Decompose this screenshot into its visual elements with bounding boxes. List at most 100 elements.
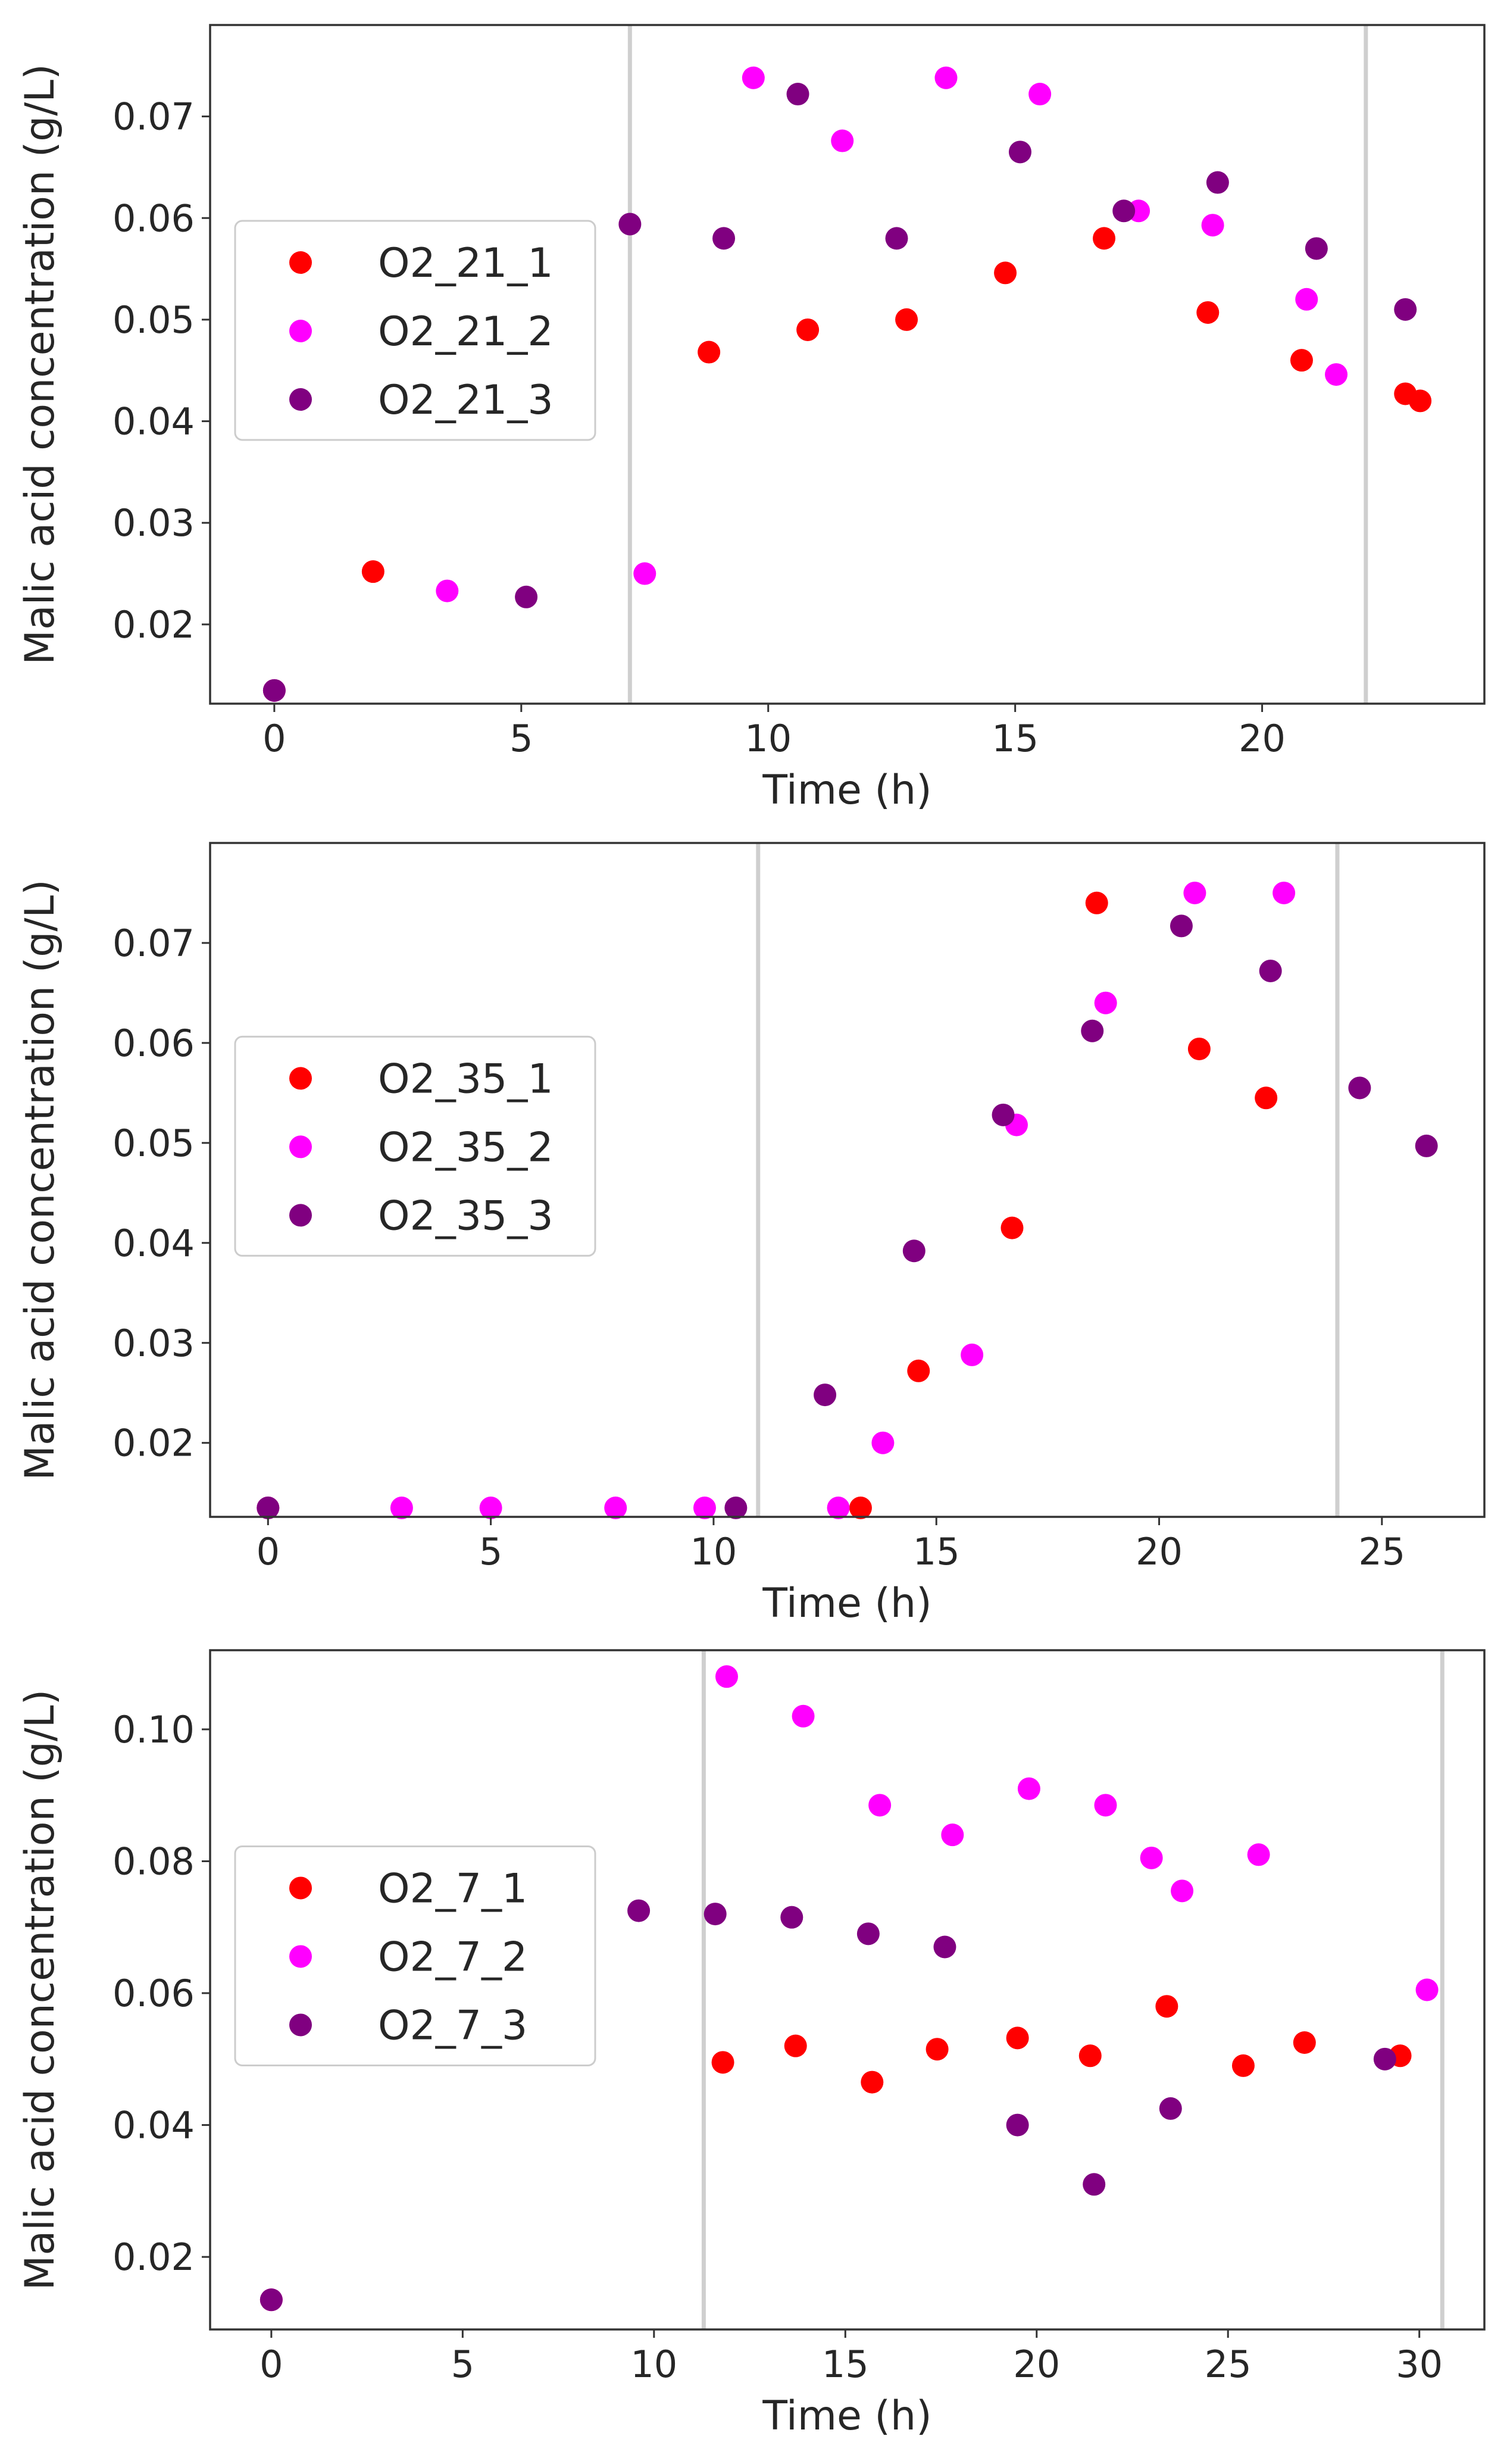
data-point-O2_21_1-8 [1196,301,1220,324]
data-point-O2_35_3-10 [1415,1134,1438,1157]
data-point-O2_21_1-2 [361,560,384,583]
y-tick-label: 0.03 [112,501,195,545]
data-point-O2_35_1-2 [849,1496,872,1519]
legend-label: O2_21_2 [378,308,554,355]
y-tick-label: 0.06 [112,196,195,240]
data-point-O2_21_3-3 [618,213,642,236]
data-point-O2_7_1-7 [1078,2044,1102,2068]
y-tick-label: 0.02 [112,2235,195,2279]
data-point-O2_21_3-6 [885,227,908,250]
data-point-O2_35_3-2 [724,1496,748,1519]
data-point-O2_7_2-5 [941,1823,964,1847]
series-O2_21_1 [262,227,1432,702]
legend: O2_21_1 O2_21_2 O2_21_3 [234,220,596,441]
data-point-O2_35_3-9 [1348,1076,1371,1100]
data-point-O2_7_1-10 [1293,2031,1316,2054]
data-point-O2_7_3-9 [1159,2097,1182,2120]
data-point-O2_35_3-5 [992,1103,1015,1126]
data-point-O2_7_1-4 [861,2070,884,2094]
data-point-O2_21_2-4 [742,66,765,89]
y-tick-label: 0.04 [112,1222,195,1265]
legend-marker [289,251,312,274]
data-point-O2_7_2-4 [868,1794,892,1817]
series-O2_35_1 [257,891,1278,1519]
x-tick-label: 15 [913,1530,960,1573]
y-tick-label: 0.08 [112,1840,195,1883]
data-point-O2_7_1-9 [1231,2054,1255,2077]
legend-marker [289,1067,312,1090]
data-point-O2_21_1-5 [895,308,918,331]
data-point-O2_35_3-6 [1081,1019,1104,1042]
x-tick-label: 10 [630,2343,677,2386]
data-point-O2_21_2-6 [934,66,958,89]
data-point-O2_21_3-2 [515,585,538,608]
x-tick-label: 25 [1205,2343,1252,2386]
data-point-O2_35_2-4 [604,1496,627,1519]
y-tick-label: 0.04 [112,2104,195,2147]
data-point-O2_7_1-2 [711,2051,734,2074]
data-point-O2_21_1-7 [1093,227,1116,250]
data-point-O2_7_2-8 [1140,1846,1163,1869]
data-point-O2_7_2-6 [1017,1777,1040,1800]
legend-label: O2_7_1 [378,1865,527,1912]
data-point-O2_7_3-6 [933,1935,956,1959]
data-point-O2_21_3-1 [262,679,286,702]
data-point-O2_7_3-4 [780,1906,803,1929]
data-point-O2_21_3-11 [1394,298,1417,321]
legend-label: O2_21_1 [378,240,554,287]
legend: O2_35_1 O2_35_2 O2_35_3 [234,1035,596,1257]
legend-label: O2_7_3 [378,2002,527,2049]
data-point-O2_35_2-6 [827,1496,850,1519]
legend-label: O2_21_3 [378,377,554,424]
y-tick-label: 0.04 [112,400,195,444]
x-tick-label: 15 [822,2343,869,2386]
data-point-O2_21_2-7 [1028,83,1052,106]
legend-label: O2_7_2 [378,1934,527,1981]
data-point-O2_7_3-3 [704,1903,727,1926]
series-O2_21_3 [262,83,1417,702]
data-point-O2_7_2-11 [1415,1978,1439,2001]
x-axis-label: Time (h) [762,2393,931,2440]
legend-label: O2_35_2 [378,1124,554,1171]
data-point-O2_35_3-7 [1170,914,1193,938]
x-tick-label: 10 [690,1530,737,1573]
data-point-O2_7_3-1 [259,2288,283,2312]
data-point-O2_7_1-8 [1155,1995,1178,2018]
data-point-O2_21_3-8 [1112,199,1136,223]
x-tick-label: 30 [1396,2343,1443,2386]
y-tick-label: 0.07 [112,95,195,139]
plot-frame [209,842,1486,1518]
data-point-O2_35_2-3 [479,1496,502,1519]
plot-frame [209,1649,1486,2331]
data-point-O2_21_2-9 [1201,214,1224,237]
data-point-O2_21_3-7 [1008,140,1031,164]
data-point-O2_21_3-9 [1206,171,1229,194]
data-point-O2_35_3-4 [902,1239,926,1263]
y-tick-label: 0.10 [112,1708,195,1751]
x-tick-label: 0 [262,717,286,760]
x-tick-label: 5 [509,717,533,760]
plot-frame [209,24,1486,705]
x-axis-label: Time (h) [762,767,931,814]
y-axis-label: Malic acid concentration (g/L) [17,1689,64,2290]
x-tick-label: 5 [479,1530,502,1573]
y-tick-label: 0.03 [112,1322,195,1365]
data-point-O2_35_1-7 [1255,1086,1278,1110]
data-point-O2_7_2-3 [792,1704,815,1728]
y-axis-label: Malic acid concentration (g/L) [17,879,64,1480]
data-point-O2_21_2-2 [436,579,459,602]
legend-frame [234,220,596,441]
legend-frame [234,1845,596,2066]
data-point-O2_7_2-2 [715,1665,738,1688]
data-point-O2_7_3-2 [627,1899,651,1922]
data-point-O2_35_1-4 [1001,1216,1024,1239]
y-axis-label: Malic acid concentration (g/L) [17,64,64,664]
y-tick-label: 0.06 [112,1022,195,1065]
data-point-O2_35_2-12 [1272,881,1296,904]
x-tick-label: 5 [451,2343,474,2386]
data-point-O2_21_3-5 [786,83,809,106]
data-point-O2_21_2-3 [633,562,656,585]
data-point-O2_7_2-9 [1171,1879,1194,1903]
data-point-O2_35_2-2 [390,1496,413,1519]
data-point-O2_7_1-6 [1006,2026,1029,2050]
